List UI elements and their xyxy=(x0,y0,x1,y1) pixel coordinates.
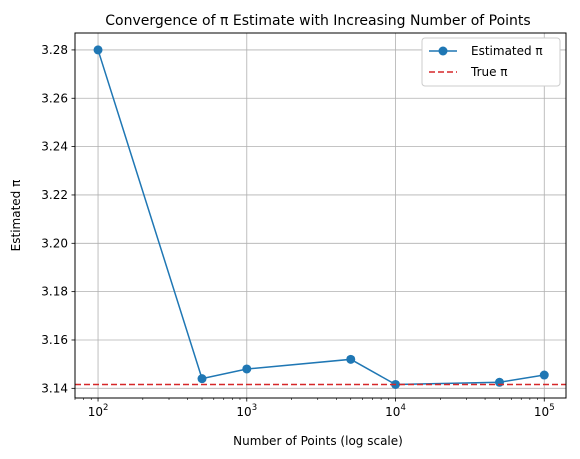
x-tick-label: 102 xyxy=(88,403,109,419)
y-tick-label: 3.20 xyxy=(41,236,68,250)
legend-box xyxy=(421,37,561,87)
data-point xyxy=(539,370,549,380)
y-axis-label: Estimated π xyxy=(9,180,23,252)
x-tick-label: 103 xyxy=(236,403,257,419)
chart-title: Convergence of π Estimate with Increasin… xyxy=(105,13,530,29)
legend-estimated-label: Estimated π xyxy=(471,44,543,58)
x-tick-label: 105 xyxy=(534,403,555,419)
y-tick-label: 3.28 xyxy=(41,43,68,57)
data-point xyxy=(346,354,356,364)
legend-estimated-marker xyxy=(438,46,448,56)
y-tick-label: 3.14 xyxy=(41,381,68,395)
plot-frame xyxy=(74,32,567,399)
data-point xyxy=(93,45,103,55)
legend: Estimated π True π xyxy=(421,37,561,87)
grid xyxy=(75,33,566,398)
y-tick-label: 3.26 xyxy=(41,91,68,105)
x-tick-label: 104 xyxy=(385,403,406,419)
data-point xyxy=(197,374,207,384)
y-tick-label: 3.24 xyxy=(41,140,68,154)
series-layer xyxy=(75,45,566,389)
ticks: 102 103 104 105 3.14 3.16 3.18 3.20 3.22 3.24 3.26… xyxy=(41,43,554,419)
x-axis-label: Number of Points (log scale) xyxy=(233,434,403,448)
legend-true-label: True π xyxy=(470,65,508,79)
data-point xyxy=(242,364,252,374)
data-point xyxy=(494,377,504,387)
y-tick-label: 3.16 xyxy=(41,333,68,347)
y-tick-label: 3.22 xyxy=(41,188,68,202)
y-tick-label: 3.18 xyxy=(41,285,68,299)
